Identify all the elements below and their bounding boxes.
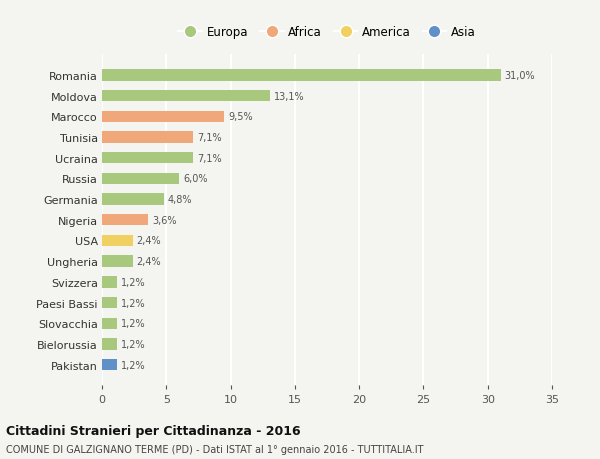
Text: 1,2%: 1,2%	[121, 339, 146, 349]
Bar	[102, 153, 193, 164]
Text: 7,1%: 7,1%	[197, 153, 222, 163]
Text: 13,1%: 13,1%	[274, 91, 305, 101]
Text: COMUNE DI GALZIGNANO TERME (PD) - Dati ISTAT al 1° gennaio 2016 - TUTTITALIA.IT: COMUNE DI GALZIGNANO TERME (PD) - Dati I…	[6, 444, 424, 454]
Text: 3,6%: 3,6%	[152, 215, 176, 225]
Text: 31,0%: 31,0%	[505, 71, 535, 81]
Bar	[102, 359, 118, 370]
Text: 6,0%: 6,0%	[183, 174, 208, 184]
Bar	[102, 70, 500, 81]
Bar	[102, 215, 148, 226]
Bar	[102, 235, 133, 246]
Text: 2,4%: 2,4%	[137, 236, 161, 246]
Text: Cittadini Stranieri per Cittadinanza - 2016: Cittadini Stranieri per Cittadinanza - 2…	[6, 425, 301, 437]
Bar	[102, 132, 193, 143]
Text: 9,5%: 9,5%	[228, 112, 253, 122]
Text: 2,4%: 2,4%	[137, 257, 161, 267]
Text: 1,2%: 1,2%	[121, 319, 146, 329]
Legend: Europa, Africa, America, Asia: Europa, Africa, America, Asia	[173, 21, 481, 44]
Text: 4,8%: 4,8%	[167, 195, 192, 205]
Bar	[102, 112, 224, 123]
Bar	[102, 297, 118, 308]
Bar	[102, 339, 118, 350]
Text: 7,1%: 7,1%	[197, 133, 222, 143]
Bar	[102, 174, 179, 185]
Text: 1,2%: 1,2%	[121, 277, 146, 287]
Bar	[102, 194, 164, 205]
Bar	[102, 91, 271, 102]
Text: 1,2%: 1,2%	[121, 298, 146, 308]
Text: 1,2%: 1,2%	[121, 360, 146, 370]
Bar	[102, 256, 133, 267]
Bar	[102, 277, 118, 288]
Bar	[102, 318, 118, 329]
